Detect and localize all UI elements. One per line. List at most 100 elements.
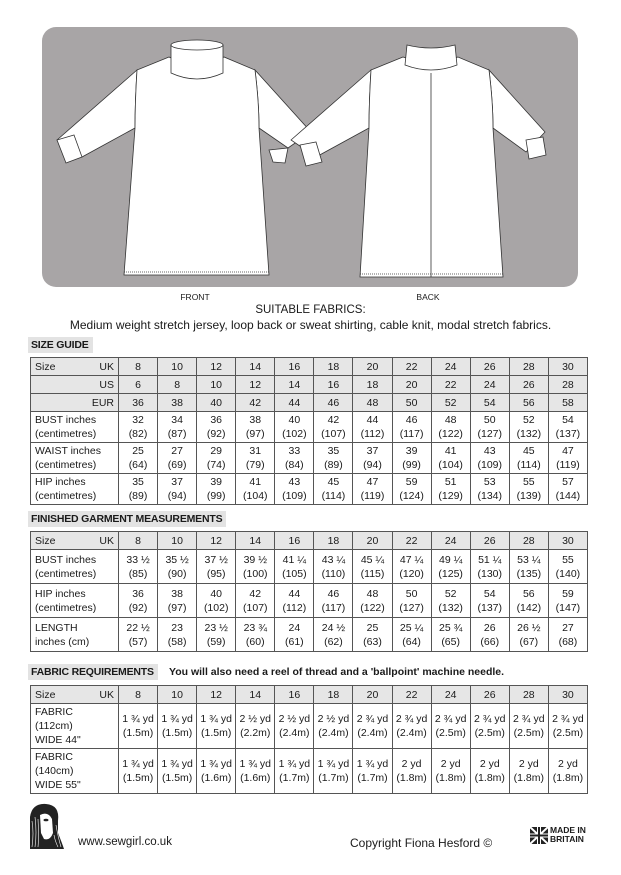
- value-metric: (110): [321, 567, 346, 580]
- value-metric: (115): [360, 567, 385, 580]
- size-cell: 22: [391, 357, 432, 376]
- value-metric: (142): [516, 601, 542, 614]
- size-cell: 10: [196, 375, 237, 394]
- value-metric: (65): [441, 635, 460, 648]
- measurement-cell: 46 (117): [391, 411, 432, 443]
- measurement-cell: 57 (144): [547, 473, 589, 505]
- value-imperial: 41: [444, 445, 457, 457]
- measurement-cell: 31 (79): [235, 442, 276, 474]
- value-imperial: 47: [562, 445, 574, 457]
- row-label-line: HIP inches: [35, 587, 86, 600]
- value-imperial: 46: [327, 587, 340, 600]
- value-metric: (2.2m): [240, 727, 271, 739]
- value-metric: (97): [245, 428, 265, 440]
- measurement-cell: 24 (61): [274, 617, 315, 652]
- measurement-cell: 27 (68): [547, 617, 589, 652]
- measurement-cell: 59 (147): [547, 583, 589, 618]
- value-metric: (104): [243, 490, 268, 502]
- measurement-cell: 39 (99): [196, 473, 237, 505]
- value-metric: (132): [438, 601, 463, 614]
- size-header-row: Size UK 8 10 12 14 16 18 20 22 24 26 28 30: [30, 531, 589, 550]
- measurement-cell: 41 (104): [235, 473, 276, 505]
- measurement-cell: 48 (122): [430, 411, 471, 443]
- value-metric: (64): [402, 635, 421, 648]
- measurement-cell: 22 ½ (57): [117, 617, 159, 652]
- measurement-cell: 50 (127): [391, 583, 432, 618]
- back-view-drawing: [290, 44, 547, 278]
- value-imperial: 52: [444, 587, 457, 600]
- union-flag-icon: [530, 826, 548, 844]
- measurement-cell: 25 (63): [352, 617, 393, 652]
- value-imperial: 54: [562, 414, 574, 426]
- row-label: FABRIC (140cm) WIDE 55": [30, 748, 119, 794]
- website-link[interactable]: www.sewgirl.co.uk: [78, 836, 172, 848]
- value-metric: (107): [321, 428, 346, 440]
- row-label: LENGTH inches (cm): [30, 617, 119, 652]
- value-imperial: 55: [522, 476, 535, 488]
- value-imperial: 38: [249, 414, 262, 426]
- value-imperial: 54: [483, 587, 496, 600]
- value-metric: (129): [438, 490, 463, 502]
- row-label-line: (centimetres): [35, 567, 97, 580]
- measurement-cell: 2 ¾ yd (2.5m): [547, 703, 589, 749]
- value-imperial: 2 yd: [401, 758, 422, 770]
- size-cell: 20: [352, 531, 393, 550]
- value-imperial: 41: [249, 476, 262, 488]
- table-row: HIP inches (centimetres) 36 (92) 38 (97) 40 (10…: [30, 583, 589, 618]
- measurement-cell: 43 (109): [274, 473, 315, 505]
- fabric-requirements-title: FABRIC REQUIREMENTS: [28, 664, 158, 680]
- value-metric: (135): [516, 567, 542, 580]
- front-label: FRONT: [180, 292, 210, 302]
- size-cell: 36: [117, 393, 159, 412]
- measurement-cell: 25 ¼ (64): [391, 617, 432, 652]
- value-metric: (2.5m): [435, 727, 466, 739]
- size-system-cell: EUR: [30, 393, 119, 412]
- value-imperial: 25: [366, 621, 379, 634]
- copyright-text: Copyright Fiona Hesford ©: [350, 836, 493, 850]
- value-imperial: 40: [288, 414, 301, 426]
- value-imperial: 2 ¾ yd: [473, 713, 506, 725]
- size-cell: 16: [274, 685, 315, 704]
- table-row: BUST inches (centimetres) 33 ½ (85) 35 ½ (90)…: [30, 549, 589, 584]
- front-view-drawing: [56, 39, 312, 276]
- value-imperial: 2 ½ yd: [239, 713, 272, 725]
- measurement-cell: 2 ¾ yd (2.5m): [508, 703, 549, 749]
- measurement-cell: 48 (122): [352, 583, 393, 618]
- value-imperial: 2 yd: [518, 758, 539, 770]
- size-cell: 14: [235, 531, 276, 550]
- value-imperial: 50: [405, 587, 418, 600]
- size-cell: 30: [547, 685, 589, 704]
- row-label: HIP inches (centimetres): [30, 473, 119, 505]
- measurement-cell: 23 ¾ (60): [235, 617, 276, 652]
- value-metric: (124): [399, 490, 424, 502]
- value-metric: (105): [282, 567, 307, 580]
- value-metric: (127): [399, 601, 424, 614]
- value-metric: (147): [555, 601, 581, 614]
- measurement-cell: 35 (89): [313, 442, 354, 474]
- row-label-line: HIP inches: [35, 476, 86, 488]
- size-header-row: Size UK 8 10 12 14 16 18 20 22 24 26 28 30: [30, 357, 589, 376]
- value-imperial: 32: [132, 414, 144, 426]
- value-metric: (102): [282, 428, 307, 440]
- value-imperial: 1 ¾ yd: [239, 758, 272, 770]
- value-metric: (2.4m): [279, 727, 310, 739]
- fabric-requirements-table: Size UK 8 10 12 14 16 18 20 22 24 26 28 30 FABRIC (112c…: [30, 685, 589, 794]
- measurement-cell: 33 ½ (85): [117, 549, 159, 584]
- table-row: FABRIC (112cm) WIDE 44" 1 ¾ yd (1.5m) 1 ¾ yd (…: [30, 703, 589, 749]
- value-imperial: 49 ¼: [438, 553, 463, 566]
- measurement-cell: 32 (82): [117, 411, 159, 443]
- measurement-cell: 52 (132): [430, 583, 471, 618]
- row-label-line: (140cm): [35, 765, 74, 777]
- value-metric: (58): [167, 635, 187, 648]
- badge-line-1: MADE IN: [550, 825, 586, 835]
- measurement-cell: 44 (112): [352, 411, 393, 443]
- measurement-cell: 2 ½ yd (2.2m): [235, 703, 276, 749]
- value-metric: (100): [243, 567, 268, 580]
- size-cell: 26: [469, 357, 510, 376]
- value-imperial: 47: [366, 476, 379, 488]
- value-metric: (2.5m): [474, 727, 505, 739]
- value-metric: (125): [438, 567, 463, 580]
- value-metric: (114): [321, 490, 346, 502]
- measurement-cell: 38 (97): [157, 583, 198, 618]
- measurement-cell: 1 ¾ yd (1.7m): [274, 748, 315, 794]
